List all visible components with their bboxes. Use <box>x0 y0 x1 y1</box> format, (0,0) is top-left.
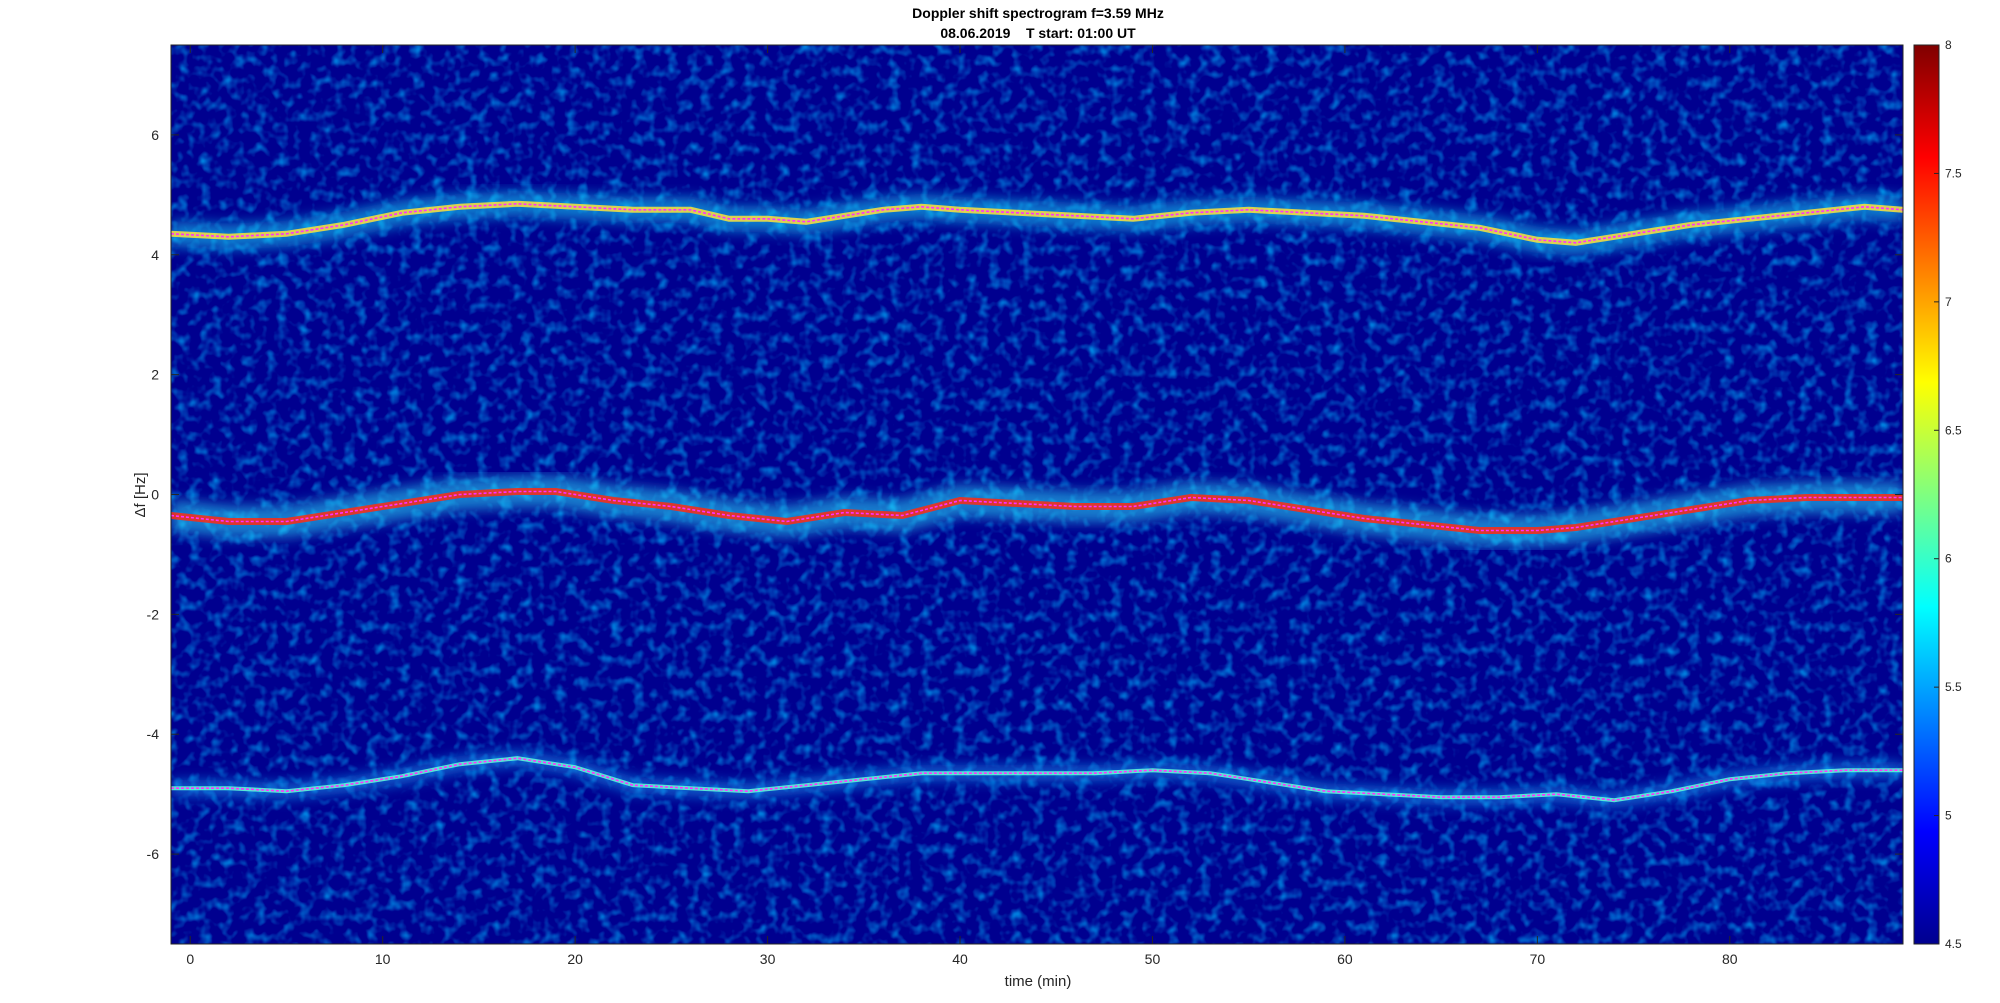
y-tick-label: 0 <box>151 487 159 503</box>
x-tick-label: 60 <box>1337 951 1353 967</box>
y-tick-label: 4 <box>151 247 159 263</box>
y-axis-title: Δf [Hz] <box>132 472 149 517</box>
y-tick-label: 2 <box>151 367 159 383</box>
colorbar-tick-label: 4.5 <box>1945 937 1962 951</box>
colorbar-tick-label: 5 <box>1945 809 1952 823</box>
colorbar-tick-label: 5.5 <box>1945 680 1962 694</box>
chart-subtitle: 08.06.2019 T start: 01:00 UT <box>940 25 1136 41</box>
chart-title: Doppler shift spectrogram f=3.59 MHz <box>912 5 1164 21</box>
colorbar-tick-label: 7 <box>1945 295 1952 309</box>
y-tick-label: 6 <box>151 127 159 143</box>
y-tick-label: -2 <box>147 606 160 622</box>
y-tick-label: -4 <box>147 726 160 742</box>
x-tick-label: 70 <box>1530 951 1546 967</box>
colorbar-tick-label: 8 <box>1945 38 1952 52</box>
x-tick-label: 0 <box>186 951 194 967</box>
trace-lines <box>171 202 1903 802</box>
doppler-trace-line <box>171 202 1903 244</box>
colorbar-tick-label: 6 <box>1945 552 1952 566</box>
x-tick-label: 10 <box>375 951 391 967</box>
y-tick-label: -6 <box>147 846 160 862</box>
doppler-trace-line <box>171 757 1903 802</box>
x-tick-label: 30 <box>760 951 776 967</box>
colorbar-tick-label: 7.5 <box>1945 166 1962 180</box>
colorbar-ticks: 8 7.5 7 6.5 6 5.5 5 4.5 <box>1934 38 1962 951</box>
x-tick-label: 40 <box>952 951 968 967</box>
x-axis-title: time (min) <box>1005 973 1072 990</box>
plot-area <box>171 45 1903 944</box>
colorbar <box>1913 44 1940 945</box>
x-tick-label: 80 <box>1722 951 1738 967</box>
y-axis-ticks: 6 4 2 0 -2 -4 -6 <box>147 127 1903 862</box>
colorbar-tick-label: 6.5 <box>1945 423 1962 437</box>
doppler-trace-line <box>171 490 1903 532</box>
x-axis-ticks: 0 10 20 30 40 50 60 70 80 <box>186 45 1738 967</box>
x-tick-label: 20 <box>567 951 583 967</box>
x-tick-label: 50 <box>1145 951 1161 967</box>
